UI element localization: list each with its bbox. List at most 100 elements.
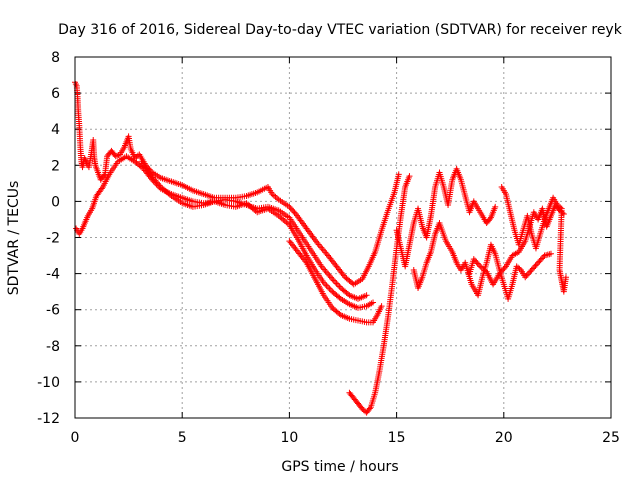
data-point bbox=[134, 152, 141, 159]
data-point bbox=[291, 209, 298, 216]
data-point bbox=[538, 255, 545, 262]
data-point bbox=[290, 208, 297, 215]
data-point bbox=[557, 204, 564, 211]
data-point bbox=[114, 152, 121, 159]
data-point bbox=[475, 261, 482, 268]
y-tick-label: 8 bbox=[51, 50, 60, 66]
data-point bbox=[318, 244, 325, 251]
data-point bbox=[499, 267, 506, 274]
y-tick-label: -4 bbox=[46, 267, 60, 283]
data-point bbox=[112, 153, 119, 160]
data-point bbox=[332, 279, 339, 286]
data-point bbox=[378, 303, 385, 310]
data-point bbox=[531, 264, 538, 271]
data-point bbox=[526, 269, 533, 276]
data-point bbox=[370, 299, 377, 306]
data-point bbox=[528, 266, 535, 273]
data-point bbox=[532, 262, 539, 269]
y-tick-label: -10 bbox=[37, 375, 60, 391]
data-point bbox=[322, 268, 329, 275]
data-point bbox=[345, 291, 352, 298]
x-tick-label: 10 bbox=[280, 430, 298, 446]
data-point bbox=[395, 171, 402, 178]
data-point bbox=[486, 215, 493, 222]
data-point bbox=[327, 287, 334, 294]
y-tick-label: 2 bbox=[51, 158, 60, 174]
data-point bbox=[363, 292, 370, 299]
data-point bbox=[473, 259, 480, 266]
data-point bbox=[529, 265, 536, 272]
data-point bbox=[527, 268, 534, 275]
data-point bbox=[562, 274, 569, 281]
series-track-3 bbox=[138, 158, 377, 311]
data-point bbox=[358, 404, 365, 411]
series-track-1 bbox=[72, 79, 402, 288]
data-point bbox=[322, 249, 329, 256]
data-point bbox=[316, 243, 323, 250]
data-point bbox=[523, 272, 530, 279]
data-point bbox=[500, 266, 507, 273]
grid-lines bbox=[75, 57, 611, 418]
y-tick-label: -2 bbox=[46, 231, 60, 247]
data-point bbox=[533, 261, 540, 268]
x-tick-label: 20 bbox=[495, 430, 513, 446]
series-track-8 bbox=[466, 202, 567, 288]
data-point bbox=[535, 259, 542, 266]
data-point bbox=[321, 266, 328, 273]
data-point bbox=[470, 256, 477, 263]
data-point bbox=[320, 247, 327, 254]
chart-title: Day 316 of 2016, Sidereal Day-to-day VTE… bbox=[58, 22, 623, 38]
series-track-4 bbox=[286, 238, 385, 326]
series-track-6 bbox=[393, 165, 499, 270]
data-point bbox=[286, 203, 293, 210]
data-point bbox=[336, 310, 343, 317]
y-axis-label: SDTVAR / TECUs bbox=[6, 181, 22, 296]
x-tick-label: 0 bbox=[71, 430, 80, 446]
data-point bbox=[406, 173, 413, 180]
data-point bbox=[366, 405, 373, 412]
series-track-9 bbox=[498, 183, 569, 295]
data-point bbox=[326, 285, 333, 292]
x-tick-label: 25 bbox=[602, 430, 620, 446]
data-point bbox=[497, 269, 504, 276]
y-tick-label: 4 bbox=[51, 122, 60, 138]
data-point bbox=[322, 281, 329, 288]
data-point bbox=[516, 265, 523, 272]
x-tick-label: 5 bbox=[178, 430, 187, 446]
x-axis-label: GPS time / hours bbox=[281, 459, 398, 475]
data-point bbox=[287, 205, 294, 212]
data-point bbox=[334, 282, 341, 289]
data-point bbox=[547, 250, 554, 257]
data-point bbox=[501, 264, 508, 271]
data-point bbox=[333, 280, 340, 287]
data-point bbox=[336, 294, 343, 301]
data-point bbox=[522, 274, 529, 281]
data-point bbox=[327, 274, 334, 281]
data-point bbox=[492, 203, 499, 210]
series-track-7 bbox=[410, 220, 554, 302]
data-point bbox=[329, 276, 336, 283]
x-tick-labels: 0 5 10 15 20 25 bbox=[71, 430, 620, 446]
data-point bbox=[330, 277, 337, 284]
data-point bbox=[323, 269, 330, 276]
data-point bbox=[496, 270, 503, 277]
data-point bbox=[288, 206, 295, 213]
data-point bbox=[319, 246, 326, 253]
data-point bbox=[323, 282, 330, 289]
data-point bbox=[524, 271, 531, 278]
series-track-2 bbox=[73, 153, 370, 302]
data-point bbox=[536, 258, 543, 265]
plot-frame bbox=[74, 56, 612, 419]
y-tick-label: -8 bbox=[46, 339, 60, 355]
data-point bbox=[336, 283, 343, 290]
y-tick-label: -12 bbox=[37, 411, 60, 427]
y-tick-label: -6 bbox=[46, 303, 60, 319]
x-tick-label: 15 bbox=[388, 430, 406, 446]
data-point bbox=[472, 257, 479, 264]
y-tick-labels: -12 -10 -8 -6 -4 -2 0 2 4 6 8 bbox=[37, 50, 60, 427]
y-tick-label: 6 bbox=[51, 86, 60, 102]
data-point bbox=[537, 256, 544, 263]
data-point bbox=[324, 284, 331, 291]
data-point bbox=[325, 271, 332, 278]
